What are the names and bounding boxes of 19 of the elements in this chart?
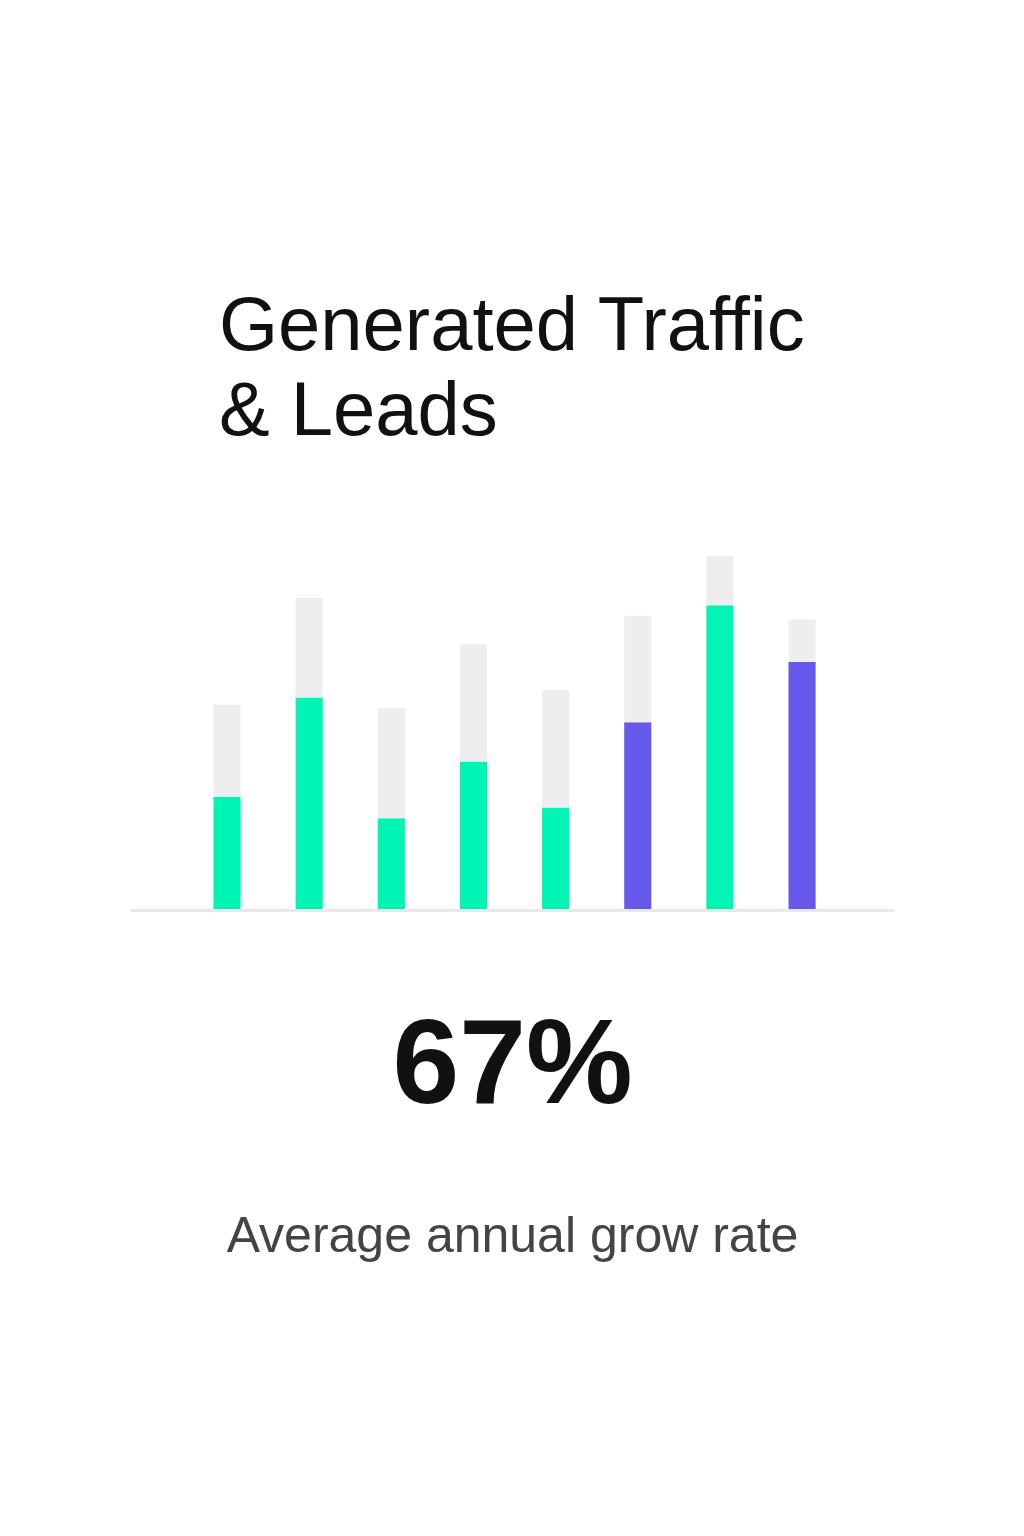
bar: [706, 605, 734, 911]
chart-title: Generated Traffic & Leads: [218, 280, 805, 451]
bar: [377, 708, 405, 819]
bar: [788, 662, 816, 911]
text: 67%: [392, 993, 633, 1128]
text: Average annual grow rate: [226, 1207, 799, 1263]
bar: [459, 761, 488, 911]
bar: [213, 796, 241, 911]
bar: [624, 615, 652, 723]
bar: [295, 598, 323, 698]
bar: [788, 619, 816, 662]
bar: [542, 807, 570, 911]
bar: [624, 722, 652, 911]
bar: [459, 644, 488, 762]
bar: [706, 555, 734, 606]
bar: [295, 697, 323, 911]
bar: [542, 690, 570, 808]
bar: [377, 818, 405, 911]
bar: [213, 704, 241, 797]
